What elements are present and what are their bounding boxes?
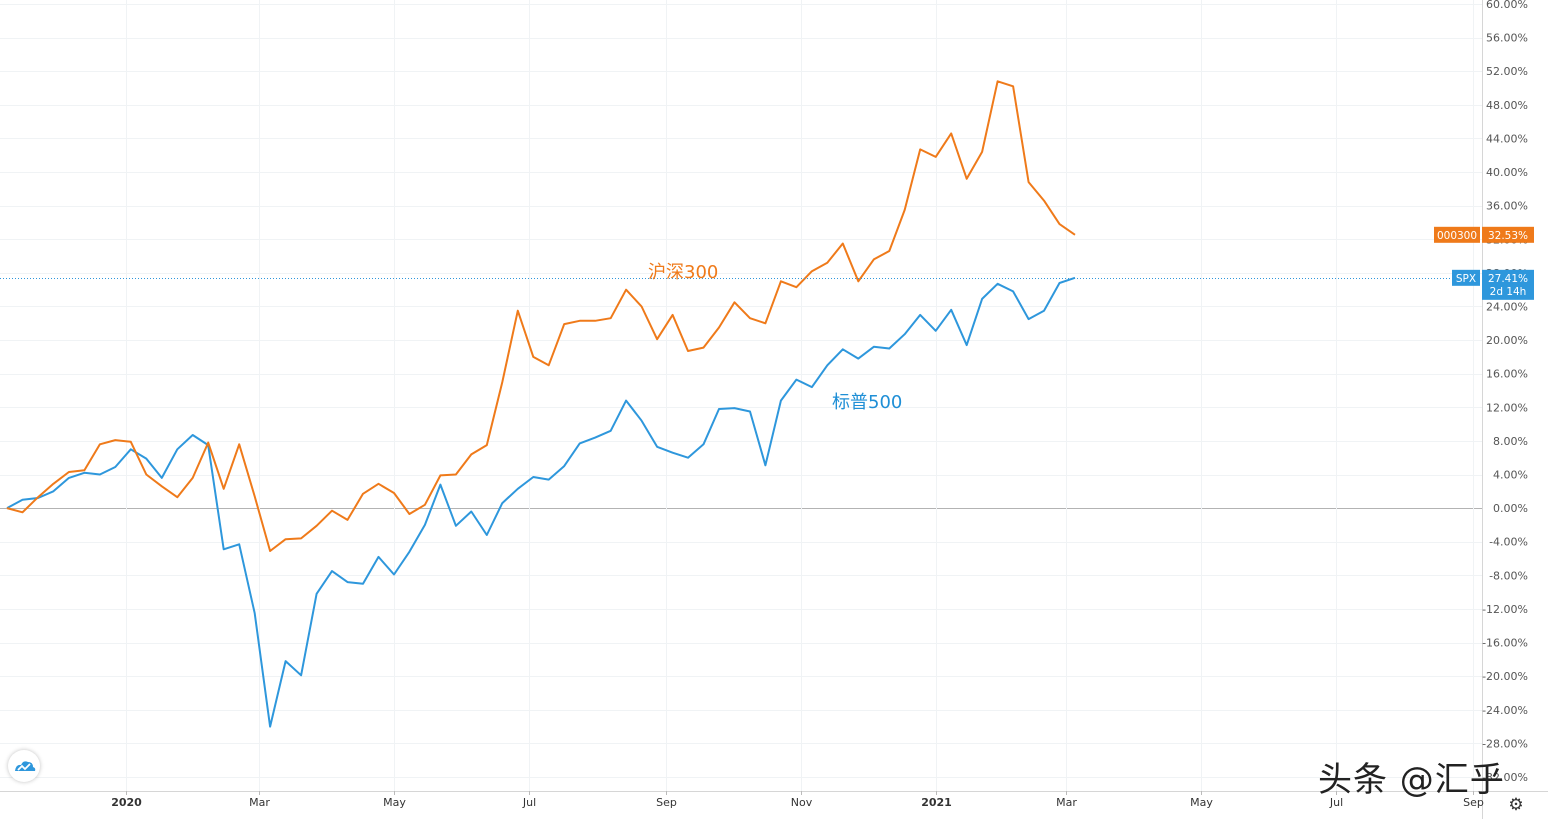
x-tick-label: May: [1190, 796, 1213, 809]
series-lines: [0, 80, 1482, 728]
price-badges: 000300 32.53% SPX 27.41%2d 14h: [1434, 226, 1534, 300]
x-tick-label: Jul: [1329, 796, 1343, 809]
badge-countdown-spx-text: 2d 14h: [1490, 286, 1527, 298]
badge-ticker-spx-text: SPX: [1456, 273, 1476, 285]
y-tick-label: -28.00%: [1482, 737, 1528, 750]
y-tick-label: 8.00%: [1493, 435, 1528, 448]
line-spx: [6, 276, 1076, 728]
y-tick-label: 44.00%: [1486, 132, 1528, 145]
badge-value-csi300: [1482, 226, 1534, 243]
watermark: 头条 @汇乎: [1318, 760, 1505, 800]
y-tick-label: 40.00%: [1486, 166, 1528, 179]
y-tick-label: -24.00%: [1482, 704, 1528, 717]
tradingview-logo[interactable]: [8, 750, 40, 782]
chart-grid: [0, 0, 1482, 791]
badge-value-spx-text: 27.41%: [1488, 273, 1528, 285]
y-tick-label: 52.00%: [1486, 65, 1528, 78]
y-tick-label: -20.00%: [1482, 670, 1528, 683]
badge-value-spx: [1482, 269, 1534, 300]
badge-ticker-csi300: [1434, 226, 1480, 243]
x-tick-label: May: [383, 796, 406, 809]
badge-ticker-csi300-text: 000300: [1437, 230, 1477, 242]
y-axis: 60.00% 56.00% 52.00% 48.00% 44.00% 40.00% 36.0…: [1482, 0, 1528, 819]
x-tick-label: 2020: [111, 796, 142, 809]
y-tick-label: 56.00%: [1486, 32, 1528, 45]
annotation-spx: 标普500: [832, 392, 902, 413]
series-annotations: 沪深300 标普500: [648, 262, 902, 413]
y-tick-label: 48.00%: [1486, 99, 1528, 112]
x-tick-label: 2021: [921, 796, 952, 809]
y-tick-label: 36.00%: [1486, 200, 1528, 213]
x-tick-label: Sep: [1463, 796, 1484, 809]
y-tick-label: 24.00%: [1486, 300, 1528, 313]
y-tick-label: 0.00%: [1493, 502, 1528, 515]
y-tick-label: -32.00%: [1482, 771, 1528, 784]
y-tick-label: -8.00%: [1489, 569, 1528, 582]
y-tick-label: 4.00%: [1493, 469, 1528, 482]
y-tick-label: -12.00%: [1482, 603, 1528, 616]
y-tick-label: 12.00%: [1486, 401, 1528, 414]
y-tick-label: 60.00%: [1486, 0, 1528, 11]
badge-ticker-spx: [1452, 269, 1480, 286]
badge-value-csi300-text: 32.53%: [1488, 230, 1528, 242]
x-tick-label: Mar: [249, 796, 270, 809]
x-axis: 2020 Mar May Jul Sep Nov 2021 Mar May Jul Sep: [0, 791, 1548, 809]
y-tick-label: -4.00%: [1489, 536, 1528, 549]
x-tick-label: Mar: [1056, 796, 1077, 809]
y-tick-label: 16.00%: [1486, 368, 1528, 381]
x-tick-label: Sep: [656, 796, 677, 809]
x-tick-label: Nov: [791, 796, 813, 809]
y-tick-label: 20.00%: [1486, 334, 1528, 347]
gear-icon[interactable]: ⚙: [1508, 795, 1524, 815]
y-tick-label: -16.00%: [1482, 637, 1528, 650]
annotation-csi300: 沪深300: [648, 262, 718, 283]
x-tick-label: Jul: [522, 796, 536, 809]
line-csi300: [6, 80, 1076, 552]
